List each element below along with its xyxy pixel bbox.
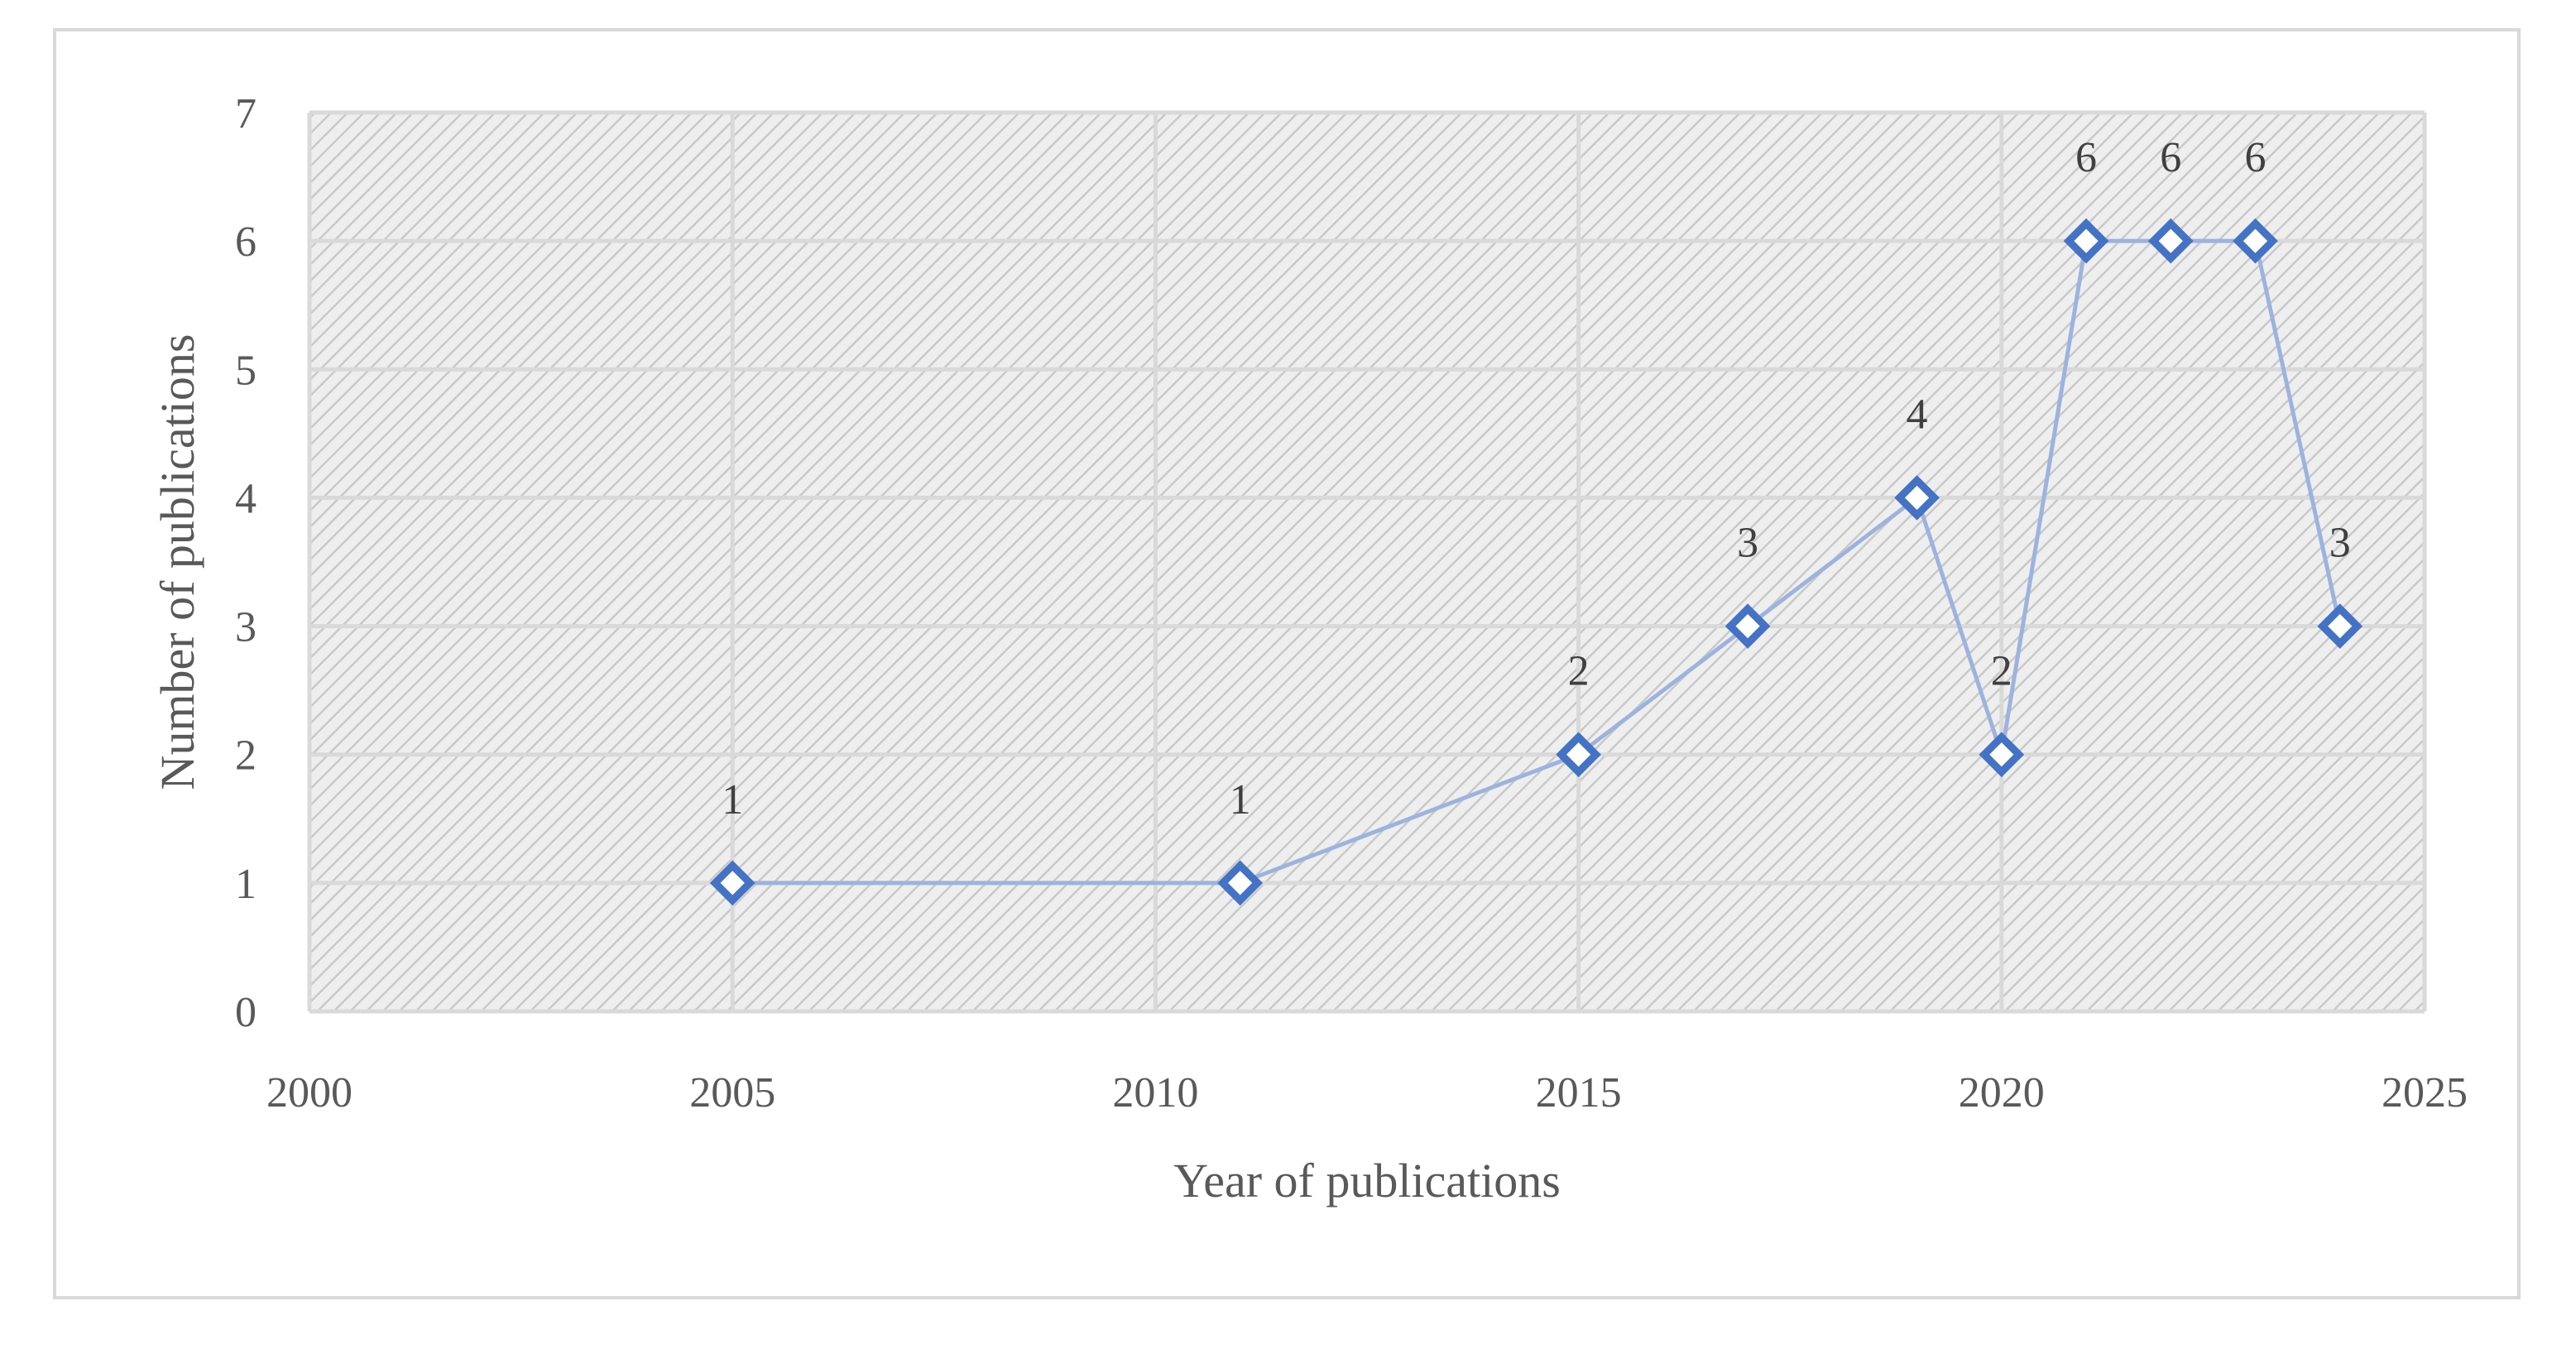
data-point-marker (2233, 218, 2278, 264)
x-tick-label: 2005 (689, 1069, 775, 1116)
data-point-marker (2063, 218, 2109, 264)
data-point-marker (1725, 603, 1771, 649)
y-tick-label: 7 (235, 90, 257, 137)
data-point-marker (2317, 603, 2363, 649)
x-tick-label: 2010 (1112, 1069, 1198, 1116)
data-point-marker (2147, 218, 2194, 264)
data-point-marker (1979, 732, 2025, 778)
data-label: 6 (2245, 134, 2267, 181)
y-tick-label: 3 (235, 604, 257, 651)
data-label: 3 (2329, 520, 2351, 567)
x-tick-label: 2000 (266, 1069, 353, 1116)
x-tick-label: 2020 (1959, 1069, 2045, 1116)
data-label: 1 (722, 776, 743, 823)
x-tick-label: 2025 (2382, 1069, 2468, 1116)
y-tick-label: 1 (235, 861, 257, 908)
series-markers (709, 218, 2363, 906)
data-label: 2 (1991, 648, 2012, 695)
y-tick-label: 0 (235, 989, 257, 1036)
y-tick-label: 6 (235, 218, 257, 266)
x-axis-title: Year of publications (1173, 1154, 1561, 1208)
data-labels: 1 1 2 3 4 2 6 6 6 3 (722, 134, 2351, 823)
y-tick-label: 5 (235, 347, 257, 394)
data-point-marker (1556, 732, 1601, 778)
data-point-marker (1217, 860, 1264, 906)
data-label: 4 (1907, 391, 1928, 438)
x-tick-label: 2015 (1536, 1069, 1622, 1116)
y-tick-label: 4 (235, 475, 257, 522)
data-label: 2 (1568, 648, 1590, 695)
y-axis-title: Number of publications (151, 334, 204, 790)
data-point-marker (709, 860, 756, 906)
data-label: 3 (1737, 520, 1758, 567)
axis-tick-labels: 0 1 2 3 4 5 6 7 2000 2005 2010 2015 2020 2025 (235, 90, 2468, 1116)
series-publications (732, 238, 2343, 886)
data-label: 6 (2075, 134, 2097, 181)
data-label: 1 (1230, 776, 1251, 823)
data-point-marker (1894, 475, 1940, 521)
series-line (732, 238, 2343, 886)
plot-area (309, 113, 2425, 1011)
y-tick-label: 2 (235, 732, 257, 780)
data-label: 6 (2160, 134, 2181, 181)
